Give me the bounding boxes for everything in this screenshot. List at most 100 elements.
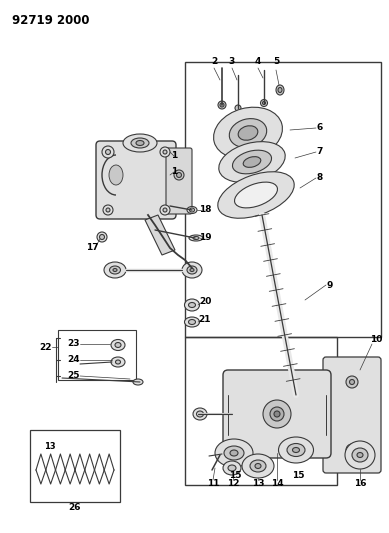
Ellipse shape <box>279 437 314 463</box>
Ellipse shape <box>263 101 266 104</box>
Ellipse shape <box>193 237 199 239</box>
FancyBboxPatch shape <box>96 141 176 219</box>
Ellipse shape <box>189 235 203 241</box>
Ellipse shape <box>106 208 110 212</box>
Ellipse shape <box>111 357 125 367</box>
Ellipse shape <box>229 119 267 148</box>
Ellipse shape <box>263 400 291 428</box>
Bar <box>30 430 120 502</box>
Ellipse shape <box>218 101 226 109</box>
Text: 13: 13 <box>252 479 264 488</box>
Ellipse shape <box>105 149 110 155</box>
Ellipse shape <box>133 379 143 385</box>
Ellipse shape <box>233 150 272 174</box>
Ellipse shape <box>214 107 282 159</box>
FancyBboxPatch shape <box>166 148 192 214</box>
Ellipse shape <box>238 126 258 140</box>
Ellipse shape <box>184 317 200 327</box>
Text: 1: 1 <box>171 167 177 176</box>
Ellipse shape <box>215 439 253 467</box>
Bar <box>185 337 337 485</box>
FancyBboxPatch shape <box>223 370 331 458</box>
Ellipse shape <box>220 103 224 107</box>
Text: 13: 13 <box>44 442 56 451</box>
Ellipse shape <box>113 269 117 271</box>
Text: 23: 23 <box>68 340 80 349</box>
Ellipse shape <box>163 150 167 154</box>
Ellipse shape <box>230 450 238 456</box>
Bar <box>58 330 136 380</box>
Ellipse shape <box>287 443 305 456</box>
Ellipse shape <box>174 170 184 180</box>
Ellipse shape <box>123 134 157 152</box>
Text: 18: 18 <box>199 206 211 214</box>
Text: 24: 24 <box>68 356 80 365</box>
Text: 22: 22 <box>40 343 52 351</box>
Ellipse shape <box>235 105 241 111</box>
Ellipse shape <box>182 262 202 278</box>
Ellipse shape <box>102 146 114 158</box>
Ellipse shape <box>357 453 363 457</box>
Text: 20: 20 <box>199 297 211 306</box>
Ellipse shape <box>255 464 261 469</box>
Ellipse shape <box>224 446 244 460</box>
Ellipse shape <box>243 157 261 167</box>
Text: 10: 10 <box>370 335 382 344</box>
Ellipse shape <box>160 205 170 215</box>
Ellipse shape <box>270 407 284 421</box>
Text: 26: 26 <box>69 504 81 513</box>
Ellipse shape <box>160 147 170 157</box>
Ellipse shape <box>104 262 126 278</box>
Bar <box>185 62 381 337</box>
Ellipse shape <box>276 85 284 95</box>
Ellipse shape <box>219 142 285 182</box>
Ellipse shape <box>136 141 144 146</box>
Text: 1: 1 <box>171 151 177 160</box>
Ellipse shape <box>352 448 368 462</box>
Text: 17: 17 <box>86 244 98 253</box>
Ellipse shape <box>196 411 203 417</box>
Ellipse shape <box>228 465 236 471</box>
Text: 4: 4 <box>255 58 261 67</box>
Text: 14: 14 <box>271 479 283 488</box>
Ellipse shape <box>177 173 182 177</box>
Ellipse shape <box>109 165 123 185</box>
Ellipse shape <box>187 266 197 274</box>
Ellipse shape <box>345 441 375 469</box>
FancyBboxPatch shape <box>323 357 381 473</box>
Ellipse shape <box>189 208 194 212</box>
Ellipse shape <box>293 448 300 453</box>
Ellipse shape <box>189 303 196 308</box>
Ellipse shape <box>103 205 113 215</box>
Ellipse shape <box>109 266 121 274</box>
Ellipse shape <box>346 444 358 456</box>
Ellipse shape <box>235 182 277 208</box>
Text: 15: 15 <box>229 471 241 480</box>
Text: 5: 5 <box>273 58 279 67</box>
Ellipse shape <box>193 408 207 420</box>
Ellipse shape <box>115 343 121 348</box>
Text: 92719 2000: 92719 2000 <box>12 14 89 27</box>
Ellipse shape <box>278 87 282 93</box>
Ellipse shape <box>97 232 107 242</box>
Ellipse shape <box>349 448 354 453</box>
Ellipse shape <box>346 376 358 388</box>
Ellipse shape <box>250 460 266 472</box>
Ellipse shape <box>261 100 268 107</box>
Ellipse shape <box>218 172 294 218</box>
Ellipse shape <box>190 269 194 271</box>
Text: 8: 8 <box>317 174 323 182</box>
Ellipse shape <box>116 360 121 364</box>
Ellipse shape <box>242 454 274 478</box>
Text: 2: 2 <box>211 58 217 67</box>
Text: 15: 15 <box>292 471 304 480</box>
Ellipse shape <box>223 461 241 475</box>
Text: 12: 12 <box>227 479 239 488</box>
Text: 16: 16 <box>354 479 366 488</box>
Text: 6: 6 <box>317 124 323 133</box>
Ellipse shape <box>184 299 200 311</box>
Text: 7: 7 <box>317 148 323 157</box>
Ellipse shape <box>163 208 167 212</box>
Ellipse shape <box>349 379 354 384</box>
Ellipse shape <box>131 138 149 148</box>
